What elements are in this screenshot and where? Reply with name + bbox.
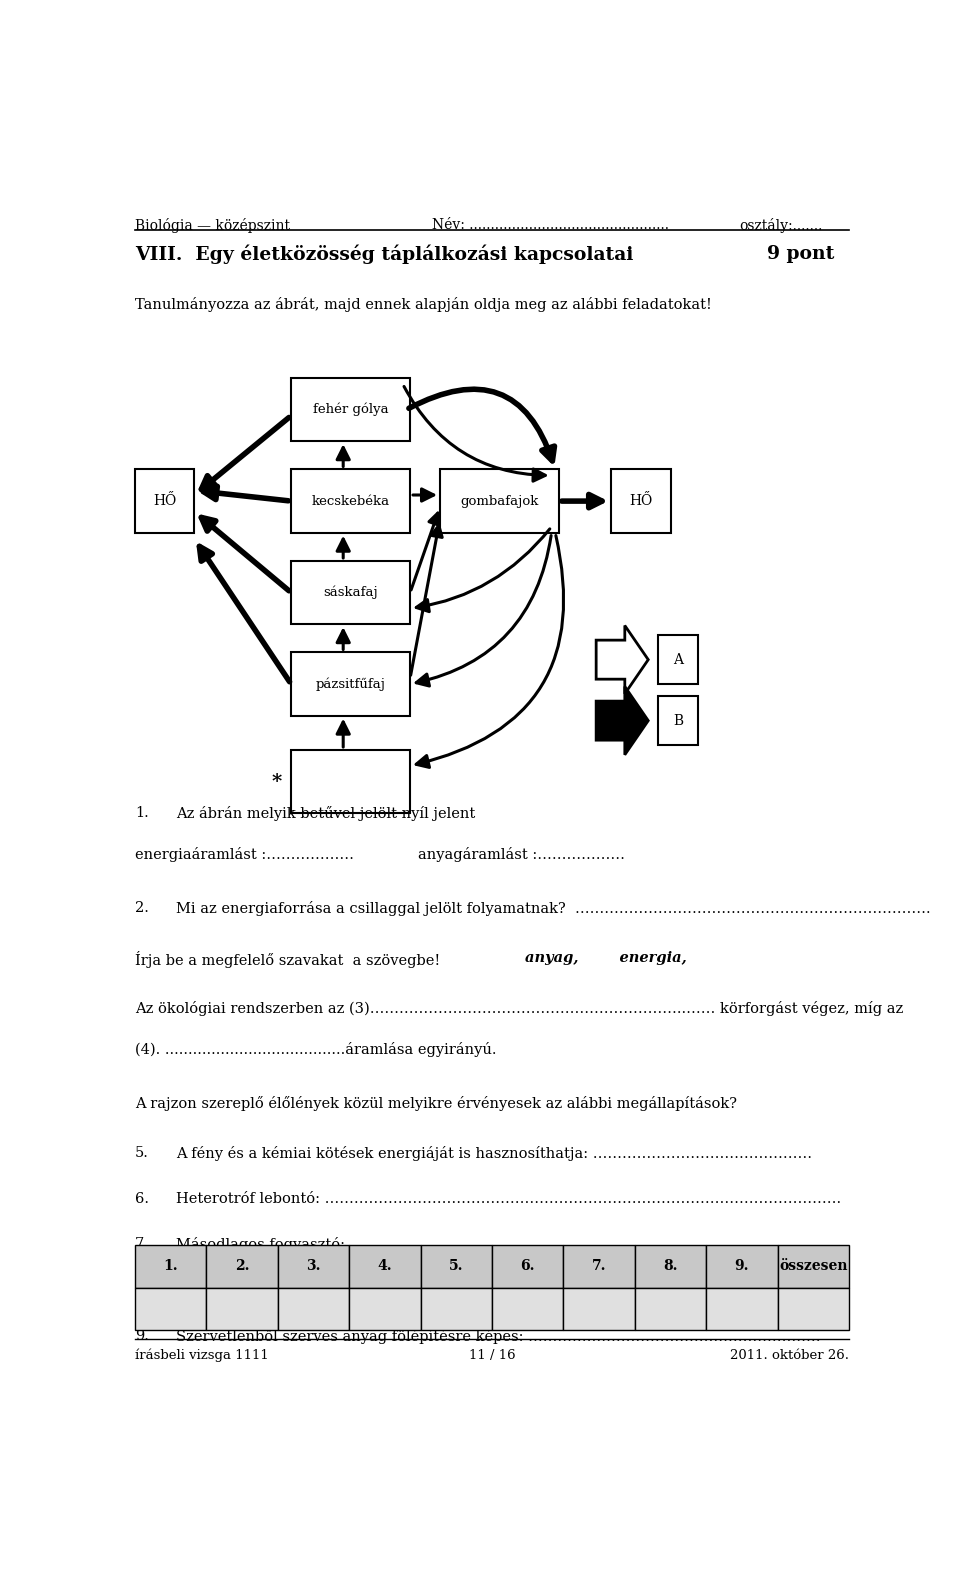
Text: Írja be a megfelelő szavakat  a szövegbe!: Írja be a megfelelő szavakat a szövegbe!	[134, 950, 440, 968]
Text: 11 / 16: 11 / 16	[468, 1350, 516, 1362]
Text: pázsitfűfaj: pázsitfűfaj	[316, 678, 386, 691]
Text: 1.: 1.	[163, 1259, 178, 1274]
FancyBboxPatch shape	[134, 1245, 206, 1288]
FancyBboxPatch shape	[658, 697, 699, 744]
Text: A: A	[673, 653, 683, 667]
Text: Szervetlenből szerves anyag fölépítésre képes: ……………………………………………………: Szervetlenből szerves anyag fölépítésre …	[176, 1329, 821, 1343]
Text: 3.: 3.	[306, 1259, 321, 1274]
Text: anyag,        energia,: anyag, energia,	[525, 950, 687, 965]
Text: Elsődleges fogyasztó: ……………………………………………………………………………………….: Elsődleges fogyasztó: …………………………………………………	[176, 1283, 828, 1297]
FancyBboxPatch shape	[420, 1245, 492, 1288]
Text: 7.: 7.	[592, 1259, 607, 1274]
FancyBboxPatch shape	[611, 469, 670, 532]
FancyBboxPatch shape	[707, 1245, 778, 1288]
Text: összesen: összesen	[780, 1259, 848, 1274]
FancyBboxPatch shape	[440, 469, 559, 532]
Text: Név: ...............................................: Név: ...................................…	[432, 219, 669, 233]
FancyBboxPatch shape	[707, 1288, 778, 1331]
FancyBboxPatch shape	[291, 561, 410, 624]
FancyBboxPatch shape	[291, 379, 410, 442]
Text: 9.: 9.	[134, 1329, 149, 1343]
Text: anyagáramlást :………………: anyagáramlást :………………	[418, 847, 625, 862]
Text: HŐ: HŐ	[629, 494, 653, 508]
FancyBboxPatch shape	[291, 653, 410, 716]
Text: 1.: 1.	[134, 806, 149, 821]
Text: 5.: 5.	[449, 1259, 464, 1274]
FancyBboxPatch shape	[277, 1245, 349, 1288]
Text: Másodlagos fogyasztó: …………………………………………………………………………………………: Másodlagos fogyasztó: …………………………………………………	[176, 1237, 847, 1253]
Text: Biológia — középszint: Biológia — középszint	[134, 219, 290, 233]
Text: gombafajok: gombafajok	[460, 494, 539, 507]
Text: 2011. október 26.: 2011. október 26.	[731, 1350, 849, 1362]
Text: 8.: 8.	[663, 1259, 678, 1274]
Text: 7.: 7.	[134, 1237, 149, 1251]
Text: HŐ: HŐ	[153, 494, 177, 508]
FancyBboxPatch shape	[291, 749, 410, 813]
FancyBboxPatch shape	[291, 469, 410, 532]
Text: VIII.  Egy életközösség táplálkozási kapcsolatai: VIII. Egy életközösség táplálkozási kapc…	[134, 246, 634, 265]
Text: írásbeli vizsga 1111: írásbeli vizsga 1111	[134, 1350, 269, 1362]
FancyBboxPatch shape	[206, 1288, 277, 1331]
Text: Mi az energiaforrása a csillaggal jelölt folyamatnak?  ……………………………………………………………….: Mi az energiaforrása a csillaggal jelölt…	[176, 901, 930, 917]
Text: 5.: 5.	[134, 1147, 149, 1159]
Text: 8.: 8.	[134, 1283, 149, 1297]
Text: kecskebéka: kecskebéka	[312, 494, 390, 507]
Polygon shape	[596, 626, 648, 694]
FancyBboxPatch shape	[134, 1288, 206, 1331]
FancyBboxPatch shape	[658, 635, 699, 684]
FancyBboxPatch shape	[635, 1288, 707, 1331]
Text: Az ökológiai rendszerben az (3)………………………………………………………..…… körforgást végez, míg a: Az ökológiai rendszerben az (3)…………………………	[134, 1001, 903, 1015]
Text: 4.: 4.	[377, 1259, 393, 1274]
Text: A rajzon szereplő élőlények közül melyikre érvényesek az alábbi megállapítások?: A rajzon szereplő élőlények közül melyik…	[134, 1096, 737, 1112]
Text: 6.: 6.	[520, 1259, 535, 1274]
Text: 2.: 2.	[134, 901, 149, 916]
Text: 9.: 9.	[734, 1259, 749, 1274]
Text: A fény és a kémiai kötések energiáját is hasznosíthatja: ………………………………………: A fény és a kémiai kötések energiáját is…	[176, 1147, 812, 1161]
FancyBboxPatch shape	[492, 1245, 564, 1288]
Polygon shape	[596, 686, 648, 756]
FancyBboxPatch shape	[134, 469, 194, 532]
Text: fehér gólya: fehér gólya	[313, 402, 389, 417]
Text: Az ábrán melyik betűvel jelölt nyíl jelent: Az ábrán melyik betűvel jelölt nyíl jele…	[176, 806, 475, 821]
Text: Heterotróf lebontó: …………………………………………………………………………………………….: Heterotróf lebontó: ………………………………………………………	[176, 1191, 841, 1205]
Text: *: *	[272, 773, 282, 790]
Text: Tanulmányozza az ábrát, majd ennek alapján oldja meg az alábbi feladatokat!: Tanulmányozza az ábrát, majd ennek alapj…	[134, 298, 711, 312]
Text: 2.: 2.	[235, 1259, 250, 1274]
FancyBboxPatch shape	[277, 1288, 349, 1331]
Text: (4). .......................................áramlása egyirányú.: (4). ...................................…	[134, 1042, 496, 1058]
Text: 9 pont: 9 pont	[767, 246, 834, 263]
FancyBboxPatch shape	[564, 1288, 635, 1331]
FancyBboxPatch shape	[420, 1288, 492, 1331]
FancyBboxPatch shape	[564, 1245, 635, 1288]
FancyBboxPatch shape	[206, 1245, 277, 1288]
FancyBboxPatch shape	[778, 1245, 849, 1288]
Text: 6.: 6.	[134, 1191, 149, 1205]
FancyBboxPatch shape	[349, 1245, 420, 1288]
Text: osztály:.......: osztály:.......	[740, 219, 823, 233]
Text: sáskafaj: sáskafaj	[324, 586, 378, 599]
FancyBboxPatch shape	[778, 1288, 849, 1331]
FancyBboxPatch shape	[349, 1288, 420, 1331]
FancyBboxPatch shape	[492, 1288, 564, 1331]
FancyBboxPatch shape	[635, 1245, 707, 1288]
Text: energiaáramlást :………………: energiaáramlást :………………	[134, 847, 354, 862]
Text: B: B	[673, 714, 684, 727]
